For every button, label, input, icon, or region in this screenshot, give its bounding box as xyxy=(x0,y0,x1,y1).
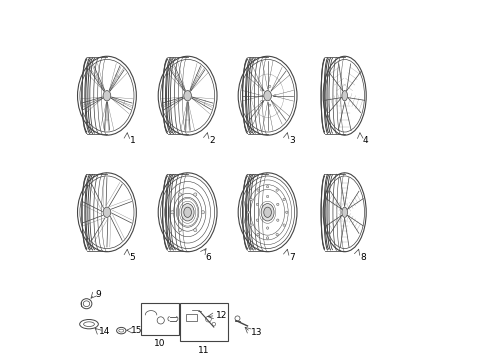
Text: 2: 2 xyxy=(209,136,215,145)
Text: 14: 14 xyxy=(99,327,110,336)
Circle shape xyxy=(286,211,288,213)
Circle shape xyxy=(276,203,279,206)
Circle shape xyxy=(256,203,259,206)
Text: 15: 15 xyxy=(131,326,143,335)
Text: 9: 9 xyxy=(95,290,101,299)
Ellipse shape xyxy=(103,207,111,217)
Bar xyxy=(180,303,228,341)
Ellipse shape xyxy=(103,91,111,101)
Circle shape xyxy=(276,219,279,221)
Circle shape xyxy=(283,198,285,201)
Circle shape xyxy=(256,219,259,221)
Ellipse shape xyxy=(264,91,271,101)
Text: 5: 5 xyxy=(129,253,135,262)
Circle shape xyxy=(178,193,182,196)
Circle shape xyxy=(257,233,259,236)
Circle shape xyxy=(267,227,269,229)
Circle shape xyxy=(247,211,249,213)
Circle shape xyxy=(250,198,252,201)
Ellipse shape xyxy=(264,207,271,217)
Circle shape xyxy=(267,185,269,188)
Circle shape xyxy=(178,229,182,231)
Circle shape xyxy=(257,189,259,191)
Circle shape xyxy=(276,233,278,236)
Circle shape xyxy=(276,189,278,191)
Ellipse shape xyxy=(342,91,347,101)
Text: 7: 7 xyxy=(289,253,295,262)
Bar xyxy=(186,314,197,320)
Text: 3: 3 xyxy=(289,136,295,145)
Text: 6: 6 xyxy=(205,253,211,262)
Text: 11: 11 xyxy=(198,346,210,355)
Circle shape xyxy=(267,237,269,239)
Ellipse shape xyxy=(184,207,192,217)
Text: 8: 8 xyxy=(360,253,366,262)
Circle shape xyxy=(250,224,252,226)
Circle shape xyxy=(194,229,197,231)
Text: 12: 12 xyxy=(216,311,228,320)
Text: 13: 13 xyxy=(251,328,263,337)
Circle shape xyxy=(194,193,197,196)
Ellipse shape xyxy=(184,91,192,101)
Circle shape xyxy=(267,195,269,198)
Ellipse shape xyxy=(181,204,194,221)
Bar xyxy=(141,303,179,335)
Circle shape xyxy=(171,211,174,214)
Ellipse shape xyxy=(261,204,274,221)
Text: 4: 4 xyxy=(363,136,368,145)
Ellipse shape xyxy=(342,207,347,217)
Text: 10: 10 xyxy=(154,339,166,348)
Circle shape xyxy=(201,211,204,214)
Text: 1: 1 xyxy=(129,136,135,145)
Circle shape xyxy=(283,224,285,226)
